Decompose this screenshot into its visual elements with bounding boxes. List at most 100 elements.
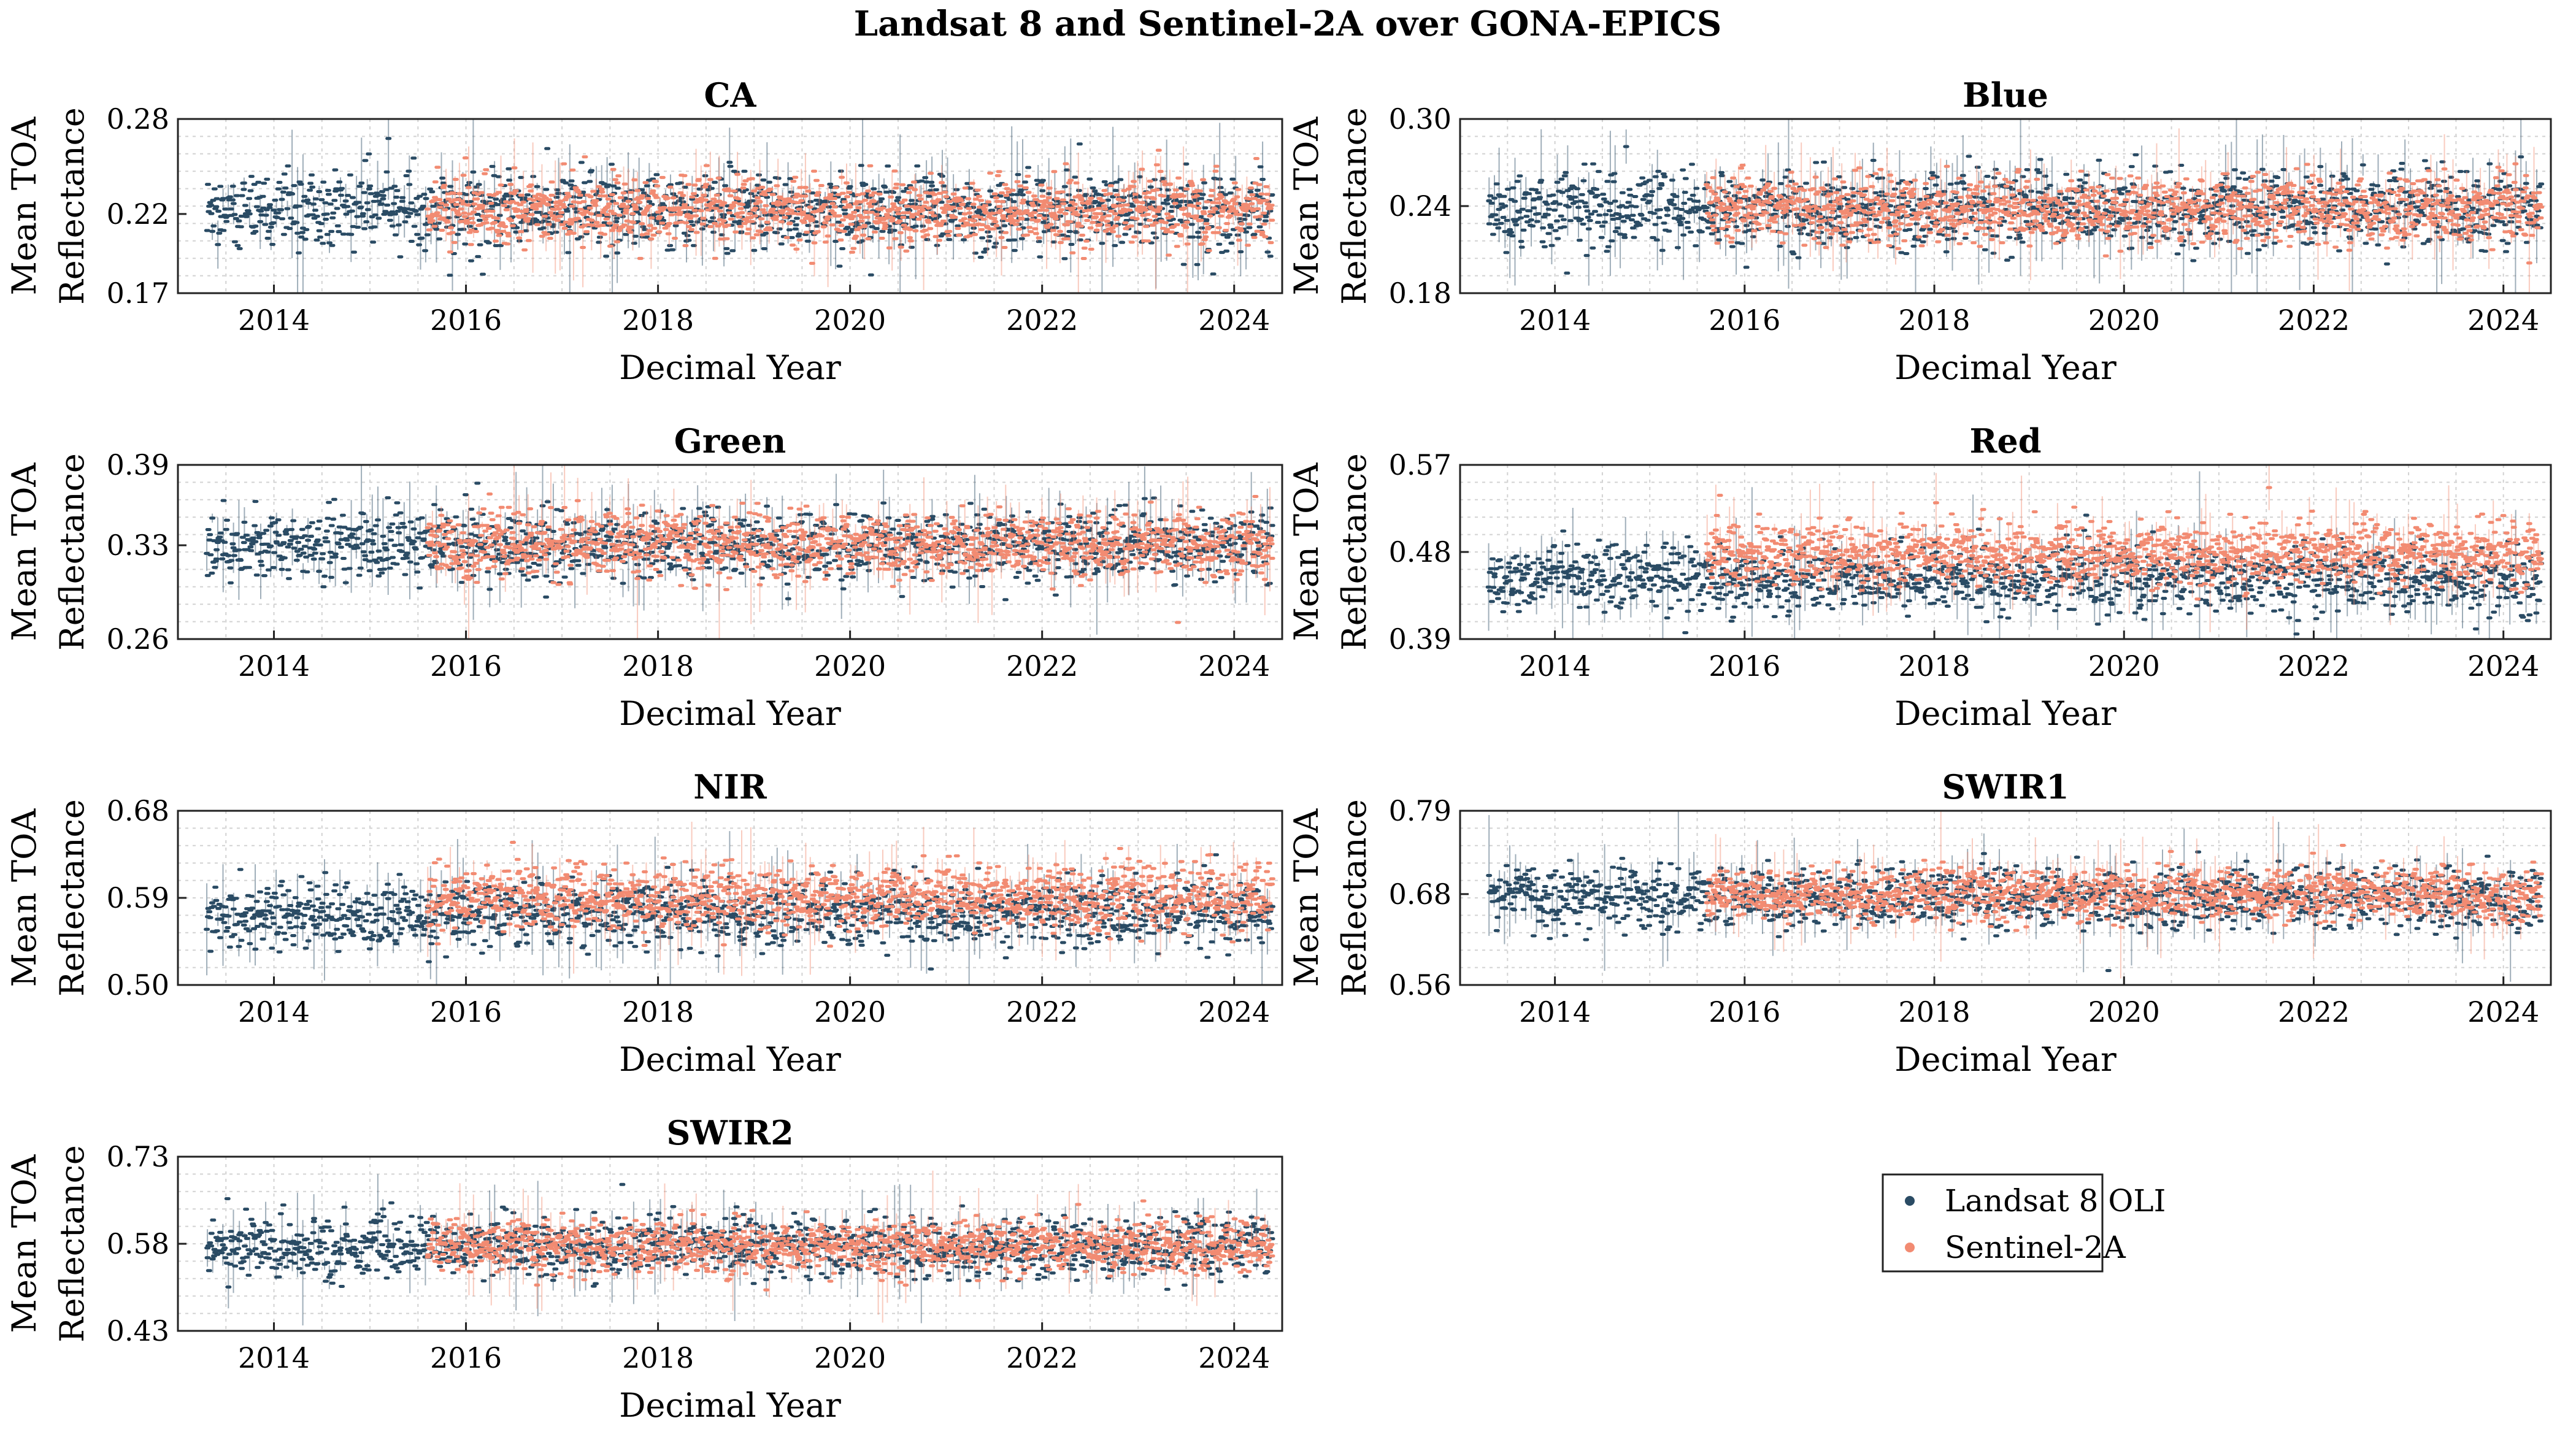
x-tick-label: 2018 bbox=[622, 304, 694, 337]
x-tick-label: 2020 bbox=[814, 649, 886, 683]
x-tick-label: 2022 bbox=[1006, 649, 1078, 683]
y-tick-label: 0.26 bbox=[107, 623, 169, 656]
x-axis-label: Decimal Year bbox=[1894, 348, 2117, 387]
y-axis-label: Mean TOA Reflectance bbox=[5, 1145, 91, 1343]
legend-label-sentinel: Sentinel-2A bbox=[1945, 1230, 2126, 1265]
y-tick-label: 0.58 bbox=[107, 1227, 169, 1260]
x-tick-label: 2016 bbox=[430, 649, 502, 683]
y-axis-label: Mean TOA Reflectance bbox=[1287, 799, 1374, 997]
y-tick-label: 0.18 bbox=[1389, 277, 1451, 310]
data-points bbox=[1704, 162, 2545, 265]
series-sentinel bbox=[1704, 128, 2545, 293]
y-tick-label: 0.39 bbox=[107, 448, 169, 481]
x-tick-label: 2018 bbox=[622, 1341, 694, 1374]
data-points bbox=[425, 148, 1275, 265]
x-tick-label: 2022 bbox=[2278, 995, 2350, 1029]
x-tick-label: 2014 bbox=[238, 304, 310, 337]
panel-title: SWIR2 bbox=[666, 1113, 793, 1152]
legend-marker-landsat bbox=[1905, 1196, 1915, 1206]
x-axis-label: Decimal Year bbox=[1894, 694, 2117, 733]
y-tick-label: 0.17 bbox=[107, 277, 169, 310]
data-points bbox=[425, 841, 1275, 948]
panel-green: 2014 2016 2018 2020 2022 2024 0.26 0.33 0.39 Gree… bbox=[5, 421, 1283, 733]
panels: 2014 2016 2018 2020 2022 2024 0.17 0.22 0.28 CA De… bbox=[5, 75, 2552, 1425]
axes-frame bbox=[177, 118, 1283, 294]
figure-title: Landsat 8 and Sentinel-2A over GONA-EPIC… bbox=[854, 4, 1722, 44]
y-tick-label: 0.57 bbox=[1389, 448, 1451, 481]
x-tick-label: 2016 bbox=[1709, 995, 1780, 1029]
grid bbox=[1460, 119, 2551, 293]
y-tick-label: 0.73 bbox=[107, 1140, 169, 1173]
y-tick-label: 0.59 bbox=[107, 881, 169, 914]
panel-title: SWIR1 bbox=[1942, 767, 2069, 806]
y-tick-label: 0.48 bbox=[1389, 535, 1451, 569]
x-tick-label: 2016 bbox=[1709, 649, 1780, 683]
x-tick-label: 2018 bbox=[622, 995, 694, 1029]
x-tick-label: 2020 bbox=[2088, 995, 2160, 1029]
x-tick-label: 2020 bbox=[814, 995, 886, 1029]
y-tick-label: 0.68 bbox=[107, 794, 169, 827]
y-tick-label: 0.39 bbox=[1389, 623, 1451, 656]
x-tick-label: 2014 bbox=[1519, 304, 1591, 337]
y-tick-label: 0.79 bbox=[1389, 794, 1451, 827]
y-tick-label: 0.28 bbox=[107, 102, 169, 136]
x-tick-label: 2020 bbox=[2088, 304, 2160, 337]
x-axis-label: Decimal Year bbox=[619, 1040, 841, 1079]
x-tick-label: 2024 bbox=[2467, 304, 2539, 337]
x-tick-label: 2014 bbox=[1519, 649, 1591, 683]
panel-title: Blue bbox=[1963, 75, 2048, 115]
legend: Landsat 8 OLI Sentinel-2A bbox=[1882, 1173, 2166, 1273]
x-tick-label: 2018 bbox=[1899, 649, 1970, 683]
x-tick-label: 2022 bbox=[1006, 1341, 1078, 1374]
series-sentinel bbox=[1704, 811, 2544, 979]
x-tick-label: 2022 bbox=[1006, 995, 1078, 1029]
x-tick-label: 2016 bbox=[430, 1341, 502, 1374]
legend-label-landsat: Landsat 8 OLI bbox=[1945, 1183, 2166, 1219]
x-tick-label: 2020 bbox=[2088, 649, 2160, 683]
x-tick-label: 2018 bbox=[622, 649, 694, 683]
x-tick-label: 2022 bbox=[2278, 649, 2350, 683]
panel-red: 2014 2016 2018 2020 2022 2024 0.39 0.48 0.57 Red D… bbox=[1287, 421, 2552, 733]
y-tick-label: 0.43 bbox=[107, 1314, 169, 1347]
panel-ca: 2014 2016 2018 2020 2022 2024 0.17 0.22 0.28 CA De… bbox=[5, 75, 1283, 387]
data-points bbox=[1704, 843, 2544, 932]
x-tick-label: 2016 bbox=[430, 304, 502, 337]
panel-swir1: 2014 2016 2018 2020 2022 2024 0.56 0.68 0.79 SWIR… bbox=[1287, 767, 2552, 1079]
x-tick-label: 2024 bbox=[1198, 304, 1270, 337]
y-tick-label: 0.68 bbox=[1389, 878, 1451, 911]
series-sentinel bbox=[1704, 465, 2544, 632]
x-tick-label: 2024 bbox=[2467, 649, 2539, 683]
panel-title: Green bbox=[674, 421, 786, 461]
x-tick-label: 2016 bbox=[1709, 304, 1780, 337]
y-tick-label: 0.33 bbox=[107, 529, 169, 562]
y-tick-label: 0.30 bbox=[1389, 102, 1451, 136]
y-axis-label: Mean TOA Reflectance bbox=[5, 107, 91, 305]
axes-frame bbox=[1459, 810, 2552, 986]
axes-frame bbox=[177, 464, 1283, 640]
series-sentinel bbox=[425, 138, 1275, 293]
panel-title: CA bbox=[704, 75, 757, 115]
x-axis-label: Decimal Year bbox=[619, 694, 841, 733]
x-axis-label: Decimal Year bbox=[619, 1386, 841, 1425]
x-axis-label: Decimal Year bbox=[1894, 1040, 2117, 1079]
panel-title: Red bbox=[1970, 421, 2042, 461]
data-points bbox=[425, 492, 1275, 624]
panel-swir2: 2014 2016 2018 2020 2022 2024 0.43 0.58 0.73 SWIR… bbox=[5, 1113, 1283, 1425]
x-tick-label: 2014 bbox=[238, 649, 310, 683]
y-axis-label: Mean TOA Reflectance bbox=[1287, 453, 1374, 651]
y-tick-label: 0.22 bbox=[107, 197, 169, 231]
panel-blue: 2014 2016 2018 2020 2022 2024 0.18 0.24 0.30 Blue… bbox=[1287, 75, 2552, 387]
y-tick-label: 0.24 bbox=[1389, 190, 1451, 223]
y-tick-label: 0.50 bbox=[107, 968, 169, 1002]
x-tick-label: 2020 bbox=[814, 1341, 886, 1374]
panel-nir: 2014 2016 2018 2020 2022 2024 0.50 0.59 0.68 NIR D… bbox=[5, 767, 1283, 1079]
y-tick-label: 0.56 bbox=[1389, 968, 1451, 1002]
x-tick-label: 2018 bbox=[1899, 304, 1970, 337]
data-points bbox=[1704, 486, 2544, 601]
x-tick-label: 2020 bbox=[814, 304, 886, 337]
x-axis-label: Decimal Year bbox=[619, 348, 841, 387]
x-tick-label: 2024 bbox=[1198, 995, 1270, 1029]
x-tick-label: 2018 bbox=[1899, 995, 1970, 1029]
series-sentinel bbox=[425, 821, 1275, 976]
